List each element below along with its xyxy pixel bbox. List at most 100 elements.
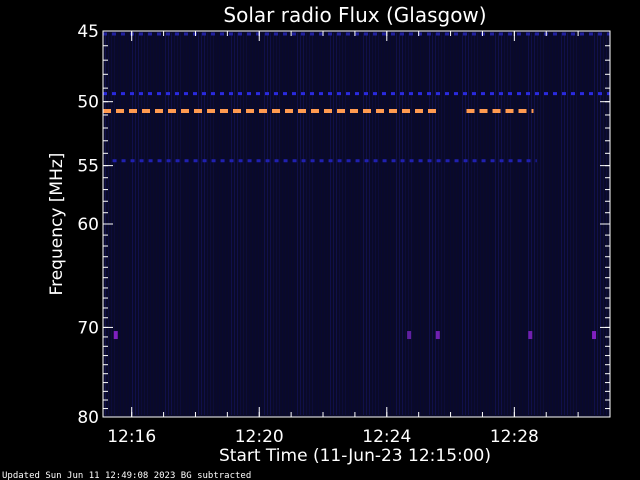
stripe: [246, 33, 247, 415]
stripe: [141, 33, 142, 415]
stripe: [375, 33, 376, 415]
stripe: [129, 33, 130, 415]
stripe: [144, 33, 145, 415]
stripe: [510, 33, 511, 415]
stripe: [480, 33, 481, 415]
stripe: [450, 33, 451, 415]
stripe: [435, 33, 436, 415]
stripe: [576, 33, 577, 415]
stripe: [243, 33, 244, 415]
stripe: [366, 33, 367, 415]
y-tick-label: 80: [77, 408, 99, 428]
stripe: [342, 33, 343, 415]
stripe: [180, 33, 181, 415]
x-tick-label: 12:20: [235, 427, 284, 447]
stripe: [255, 33, 256, 415]
stripe: [453, 33, 454, 415]
stripe: [171, 33, 172, 415]
stripe: [273, 33, 274, 415]
stripe: [597, 33, 598, 415]
stripe: [261, 33, 262, 415]
stripe: [570, 33, 571, 415]
stripe: [405, 33, 406, 415]
stripe: [276, 33, 277, 415]
stripe: [327, 33, 328, 415]
stripe: [150, 33, 151, 415]
stripe: [543, 33, 544, 415]
emission-spot: [113, 331, 118, 340]
stripe: [522, 33, 523, 415]
stripe: [399, 33, 400, 415]
stripe: [228, 33, 229, 415]
stripe: [591, 33, 592, 415]
stripe: [582, 33, 583, 415]
stripe: [567, 33, 568, 415]
emission-spot: [407, 331, 412, 340]
stripe: [183, 33, 184, 415]
x-tick-label: 12:24: [362, 427, 411, 447]
stripe: [372, 33, 373, 415]
stripe: [354, 33, 355, 415]
stripe: [252, 33, 253, 415]
stripe: [168, 33, 169, 415]
stripe: [411, 33, 412, 415]
x-tick-label: 12:28: [490, 427, 539, 447]
stripe: [585, 33, 586, 415]
stripe: [153, 33, 154, 415]
stripe: [159, 33, 160, 415]
stripe: [477, 33, 478, 415]
stripe: [264, 33, 265, 415]
stripe: [408, 33, 409, 415]
stripe: [402, 33, 403, 415]
stripe: [537, 33, 538, 415]
stripe: [282, 33, 283, 415]
stripe: [138, 33, 139, 415]
stripe: [201, 33, 202, 415]
stripe: [225, 33, 226, 415]
stripe: [546, 33, 547, 415]
stripe: [468, 33, 469, 415]
stripe: [588, 33, 589, 415]
stripe: [234, 33, 235, 415]
y-tick-label: 50: [77, 93, 99, 113]
stripe: [222, 33, 223, 415]
stripe: [237, 33, 238, 415]
x-axis-label: Start Time (11-Jun-23 12:15:00): [219, 446, 491, 466]
stripe: [114, 33, 115, 415]
stripe: [381, 33, 382, 415]
stripe: [414, 33, 415, 415]
stripe: [378, 33, 379, 415]
stripe: [483, 33, 484, 415]
stripe: [135, 33, 136, 415]
stripe: [186, 33, 187, 415]
emission-spot: [435, 331, 440, 340]
stripe: [204, 33, 205, 415]
stripe: [288, 33, 289, 415]
stripe: [192, 33, 193, 415]
stripe: [324, 33, 325, 415]
stripe: [459, 33, 460, 415]
stripe: [501, 33, 502, 415]
stripe: [369, 33, 370, 415]
stripe: [555, 33, 556, 415]
stripe: [390, 33, 391, 415]
y-tick-label: 60: [77, 215, 99, 235]
stripe: [117, 33, 118, 415]
stripe: [417, 33, 418, 415]
stripe: [498, 33, 499, 415]
stripe: [363, 33, 364, 415]
stripe: [462, 33, 463, 415]
stripe: [465, 33, 466, 415]
stripe: [132, 33, 133, 415]
stripe: [312, 33, 313, 415]
stripe: [558, 33, 559, 415]
stripe: [123, 33, 124, 415]
stripe: [432, 33, 433, 415]
stripe: [231, 33, 232, 415]
stripe: [345, 33, 346, 415]
stripe: [216, 33, 217, 415]
stripe: [357, 33, 358, 415]
stripe: [495, 33, 496, 415]
stripe: [489, 33, 490, 415]
